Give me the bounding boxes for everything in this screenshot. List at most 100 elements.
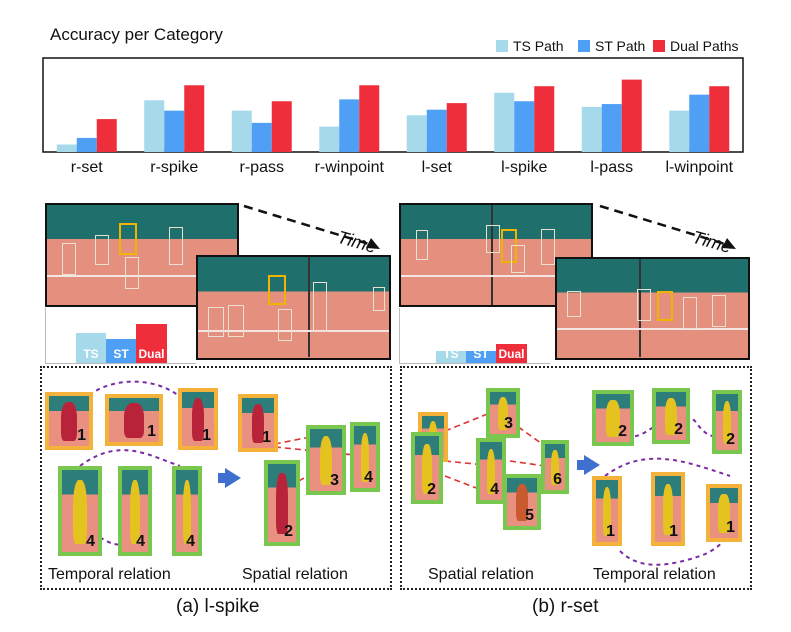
legend-swatch	[496, 40, 508, 52]
left-time-arrow	[243, 204, 380, 249]
player-id-label: 3	[504, 415, 513, 432]
player-crop: 2	[264, 460, 300, 546]
player-id-label: 2	[284, 523, 293, 540]
player-id-label: 2	[618, 423, 627, 440]
player-id-label: 1	[606, 523, 615, 540]
bar-r-pass-dual-paths	[271, 101, 292, 152]
player-figure	[360, 433, 370, 482]
player-id-label: 1	[77, 427, 86, 444]
bar-l-winpoint-dual-paths	[709, 86, 730, 152]
bar-r-winpoint-st-path	[339, 99, 360, 152]
player-figure	[551, 449, 559, 486]
bar-r-spike-dual-paths	[184, 85, 205, 152]
player-crop: 1	[651, 472, 685, 546]
player-id-label: 5	[525, 507, 534, 524]
player-figure	[182, 479, 192, 544]
player-id-label: 1	[147, 423, 156, 440]
x-tick-label: r-set	[71, 159, 104, 176]
player-crop: 4	[58, 466, 102, 556]
bar-l-winpoint-st-path	[689, 94, 710, 152]
player-id-label: 4	[490, 481, 499, 498]
bar-r-set-dual-paths	[96, 119, 117, 152]
player-figure	[486, 448, 496, 495]
bar-r-spike-ts-path	[144, 100, 165, 152]
bar-l-spike-ts-path	[494, 92, 515, 152]
bar-r-set-st-path	[76, 137, 97, 152]
player-figure	[251, 404, 265, 443]
player-crop: 4	[172, 466, 202, 556]
player-id-label: 1	[669, 523, 678, 540]
player-crop: 4	[118, 466, 152, 556]
x-tick-label: l-spike	[501, 159, 547, 176]
player-id-label: 2	[427, 481, 436, 498]
player-id-label: 4	[364, 469, 373, 486]
x-tick-label: l-set	[422, 159, 453, 176]
player-figure	[422, 443, 432, 494]
player-id-label: 1	[202, 427, 211, 444]
legend-label: Dual Paths	[670, 38, 739, 54]
left-blue-arrow-icon	[225, 468, 241, 488]
x-tick-label: l-pass	[590, 159, 633, 176]
right-blue-arrow-icon	[584, 455, 600, 475]
mini-bar-st: ST	[106, 338, 136, 363]
bar-r-winpoint-dual-paths	[359, 85, 380, 152]
player-id-label: 3	[330, 472, 339, 489]
legend-label: TS Path	[513, 38, 564, 54]
left-relation-panel	[40, 366, 392, 590]
player-figure	[124, 403, 144, 438]
player-figure	[722, 400, 732, 445]
player-crop: 1	[45, 392, 93, 450]
bar-l-spike-st-path	[514, 101, 535, 152]
chart-frame	[42, 57, 744, 153]
legend-label: ST Path	[595, 38, 646, 54]
player-figure	[276, 473, 288, 535]
player-figure	[61, 402, 77, 441]
right-spatial-label: Spatial relation	[428, 566, 534, 583]
bar-l-pass-st-path	[601, 104, 622, 152]
legend-item: Dual Paths	[653, 38, 738, 54]
bar-l-set-dual-paths	[446, 103, 467, 152]
player-figure	[129, 479, 141, 544]
left-temporal-label: Temporal relation	[48, 566, 171, 583]
x-tick-label: r-pass	[240, 159, 284, 176]
bar-r-spike-st-path	[164, 110, 185, 152]
mini-bar-ts: TS	[436, 347, 466, 363]
right-relation-panel	[400, 366, 752, 590]
legend-item: ST Path	[578, 38, 645, 54]
legend-item: TS Path	[496, 38, 564, 54]
x-tick-label: r-winpoint	[315, 159, 385, 176]
bar-l-winpoint-ts-path	[669, 110, 690, 152]
player-crop: 2	[652, 388, 690, 444]
bar-r-pass-ts-path	[231, 110, 252, 152]
mini-bar-st: ST	[466, 347, 496, 363]
player-crop: 5	[503, 474, 541, 530]
x-tick-label: l-winpoint	[665, 159, 733, 176]
player-id-label: 2	[726, 431, 735, 448]
player-figure	[718, 494, 730, 533]
left-caption: (a) l-spike	[176, 596, 260, 617]
player-figure	[72, 479, 88, 544]
player-figure	[191, 398, 205, 441]
x-tick-label: r-spike	[150, 159, 198, 176]
player-figure	[662, 483, 674, 536]
player-id-label: 6	[553, 471, 562, 488]
player-id-label: 4	[186, 533, 195, 550]
left-frame-2	[196, 255, 391, 360]
player-id-label: 4	[86, 533, 95, 550]
player-figure	[602, 487, 612, 536]
right-time-arrow	[599, 204, 736, 249]
player-crop: 4	[476, 438, 506, 504]
player-id-label: 2	[674, 421, 683, 438]
left-mini-bar-box	[45, 308, 196, 364]
player-crop: 2	[411, 432, 443, 504]
left-blue-arrow-stem	[218, 473, 226, 483]
bar-l-pass-dual-paths	[621, 79, 642, 152]
bar-r-pass-st-path	[251, 122, 272, 152]
player-crop: 2	[592, 390, 634, 446]
player-id-label: 4	[136, 533, 145, 550]
chart-title: Accuracy per Category	[50, 25, 223, 44]
accuracy-chart: r-set r-spike r-pass r-winpoint l-set l-spike…	[42, 57, 744, 176]
right-frame-2	[555, 257, 750, 360]
legend-swatch	[578, 40, 590, 52]
mini-bar-dual: Dual	[496, 343, 527, 363]
